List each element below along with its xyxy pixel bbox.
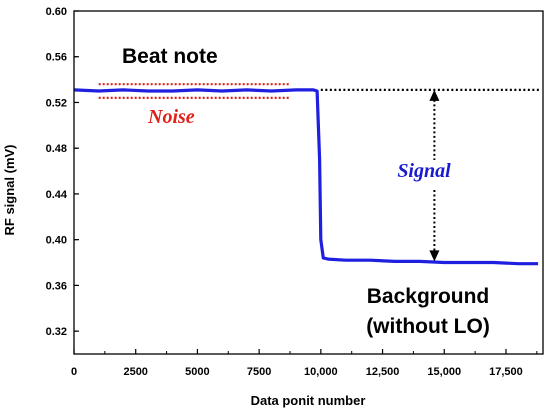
y-tick-label: 0.32	[46, 326, 67, 338]
x-tick-label: 17,500	[489, 366, 523, 378]
y-tick-label: 0.56	[46, 52, 67, 64]
x-axis-title: Data ponit number	[251, 393, 366, 408]
y-axis: 0.32 0.36 0.40 0.44 0.48 0.52 0.56 0.60	[46, 6, 79, 338]
beat-note-label: Beat note	[122, 45, 218, 68]
y-tick-label: 0.48	[46, 143, 67, 155]
series-layer	[73, 88, 539, 266]
plot-frame	[73, 10, 544, 355]
x-tick-label: 12,500	[366, 366, 400, 378]
signal-arrowhead-up	[429, 89, 440, 101]
x-tick-label: 15,000	[427, 366, 461, 378]
background-label-line1: Background	[367, 285, 490, 308]
x-tick-label: 2500	[123, 366, 147, 378]
x-tick-label: 5000	[185, 366, 209, 378]
signal-arrows	[429, 89, 440, 262]
x-tick-label: 7500	[247, 366, 271, 378]
y-tick-label: 0.44	[46, 189, 68, 201]
x-tick-label: 0	[71, 366, 77, 378]
series-line	[73, 88, 539, 266]
y-tick-label: 0.36	[46, 280, 67, 292]
y-axis-title: RF signal (mV)	[2, 144, 17, 235]
y-tick-label: 0.60	[46, 6, 67, 18]
x-tick-label: 10,000	[304, 366, 338, 378]
x-axis: 0 2500 5000 7500 10,000 12,500 15,000 17,500	[71, 349, 538, 378]
signal-label: Signal	[397, 160, 451, 182]
background-label-line2: (without LO)	[366, 315, 490, 338]
y-tick-label: 0.52	[46, 97, 67, 109]
signal-arrowhead-down	[429, 250, 440, 262]
y-tick-label: 0.40	[46, 235, 67, 247]
noise-label: Noise	[147, 106, 195, 128]
